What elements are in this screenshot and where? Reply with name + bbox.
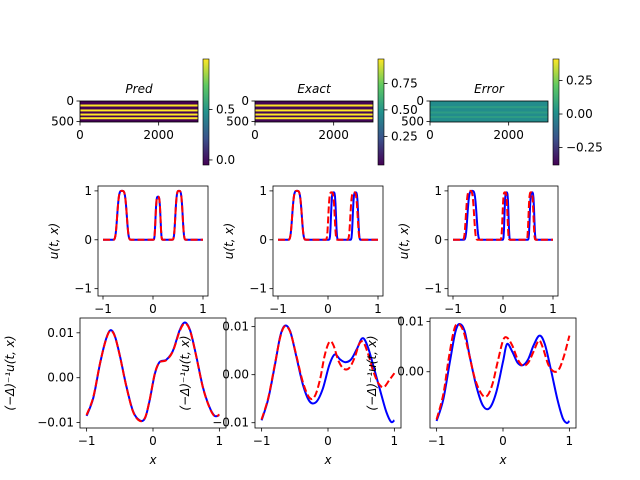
colorbar-tick-label: −0.25: [566, 141, 603, 155]
y-tick-label: 0.00: [397, 365, 424, 379]
x-tick-label: 1: [216, 434, 224, 448]
x-tick-label: 0: [251, 128, 259, 142]
y-tick-label: 0: [416, 94, 424, 108]
series-line-pred: [435, 323, 571, 420]
x-tick-label: −1: [94, 302, 112, 316]
colorbar: [552, 58, 560, 166]
x-axis-label: x: [323, 453, 332, 467]
axes-frame: [97, 185, 209, 297]
series-line-pred: [277, 189, 379, 241]
heatmap-band: [255, 104, 373, 107]
x-tick-label: 0: [149, 302, 157, 316]
x-tick-label: −1: [269, 302, 287, 316]
x-tick-label: 1: [566, 434, 574, 448]
y-tick-label: −1: [249, 282, 267, 296]
heatmap-band: [255, 109, 373, 112]
colorbar-tick-label: 0.75: [391, 76, 418, 90]
y-tick-label: 500: [51, 115, 74, 129]
heatmap-title: Pred: [125, 82, 153, 96]
series-line-pred: [452, 189, 554, 241]
colorbar-tick-label: 0.0: [216, 153, 235, 167]
y-axis-label: u(t, x): [222, 223, 236, 259]
colorbar-tick-label: 0.50: [391, 103, 418, 117]
y-tick-label: 0.01: [397, 315, 424, 329]
y-axis-label: u(t, x): [47, 223, 61, 259]
y-tick-label: 1: [434, 184, 442, 198]
x-tick-label: 1: [199, 302, 207, 316]
y-tick-label: 0.01: [222, 320, 249, 334]
y-tick-label: 1: [259, 184, 267, 198]
heatmap-band: [80, 104, 198, 107]
y-tick-label: 500: [401, 115, 424, 129]
y-tick-label: −1: [74, 282, 92, 296]
y-tick-label: 0: [434, 233, 442, 247]
y-tick-label: 0.01: [47, 326, 74, 340]
y-axis-label: u(t, x): [397, 223, 411, 259]
axes-frame: [79, 317, 227, 429]
y-tick-label: 1: [84, 184, 92, 198]
x-tick-label: 2000: [318, 128, 349, 142]
colorbar-tick-label: 0.5: [216, 102, 235, 116]
x-tick-label: −1: [428, 434, 446, 448]
y-axis-label: (−Δ)⁻¹u(t, x): [365, 335, 379, 410]
y-axis-label: (−Δ)⁻¹u(t, x): [178, 335, 192, 410]
y-axis-label: (−Δ)⁻¹u(t, x): [3, 335, 17, 410]
heatmap-band: [80, 113, 198, 116]
heatmap-title: Exact: [297, 82, 332, 96]
x-tick-label: −1: [444, 302, 462, 316]
y-tick-label: 0: [259, 233, 267, 247]
colorbar: [377, 58, 385, 166]
heatmap-band: [255, 117, 373, 120]
colorbar: [202, 58, 210, 166]
axes-frame: [272, 185, 384, 297]
y-tick-label: 0: [84, 233, 92, 247]
x-tick-label: −1: [78, 434, 96, 448]
x-tick-label: 0: [499, 302, 507, 316]
colorbar-tick-label: 0.25: [391, 129, 418, 143]
y-tick-label: −1: [424, 282, 442, 296]
series-line-exact: [277, 189, 379, 241]
y-tick-label: 0.00: [222, 368, 249, 382]
y-tick-label: −0.01: [37, 416, 74, 430]
heatmap-frame: [429, 100, 549, 123]
heatmap-band: [430, 115, 548, 118]
y-tick-label: 0.00: [47, 371, 74, 385]
y-tick-label: 500: [226, 115, 249, 129]
x-tick-label: −1: [253, 434, 271, 448]
y-tick-label: −0.01: [212, 416, 249, 430]
x-tick-label: 0: [324, 302, 332, 316]
axes-frame: [429, 317, 577, 429]
heatmap-frame: [254, 100, 374, 123]
x-axis-label: x: [148, 453, 157, 467]
x-tick-label: 0: [499, 434, 507, 448]
heatmap-title: Error: [474, 82, 505, 96]
x-tick-label: 1: [391, 434, 399, 448]
heatmap-band: [80, 117, 198, 120]
x-tick-label: 2000: [143, 128, 174, 142]
heatmap-band: [80, 109, 198, 112]
heatmap-band: [430, 111, 548, 114]
x-tick-label: 0: [149, 434, 157, 448]
colorbar-tick-label: 0.25: [566, 73, 593, 87]
series-line-pred: [85, 322, 220, 423]
x-tick-label: 2000: [493, 128, 524, 142]
y-tick-label: 0: [66, 94, 74, 108]
series-line-pred: [260, 324, 396, 420]
x-tick-label: 0: [76, 128, 84, 142]
x-tick-label: 0: [324, 434, 332, 448]
heatmap-band: [430, 106, 548, 109]
heatmap-frame: [79, 100, 199, 123]
x-tick-label: 0: [426, 128, 434, 142]
x-axis-label: x: [498, 453, 507, 467]
heatmap-band: [255, 113, 373, 116]
x-tick-label: 1: [549, 302, 557, 316]
colorbar-tick-label: 0.00: [566, 107, 593, 121]
y-tick-label: 0: [241, 94, 249, 108]
x-tick-label: 1: [374, 302, 382, 316]
series-line-pred: [102, 189, 204, 241]
